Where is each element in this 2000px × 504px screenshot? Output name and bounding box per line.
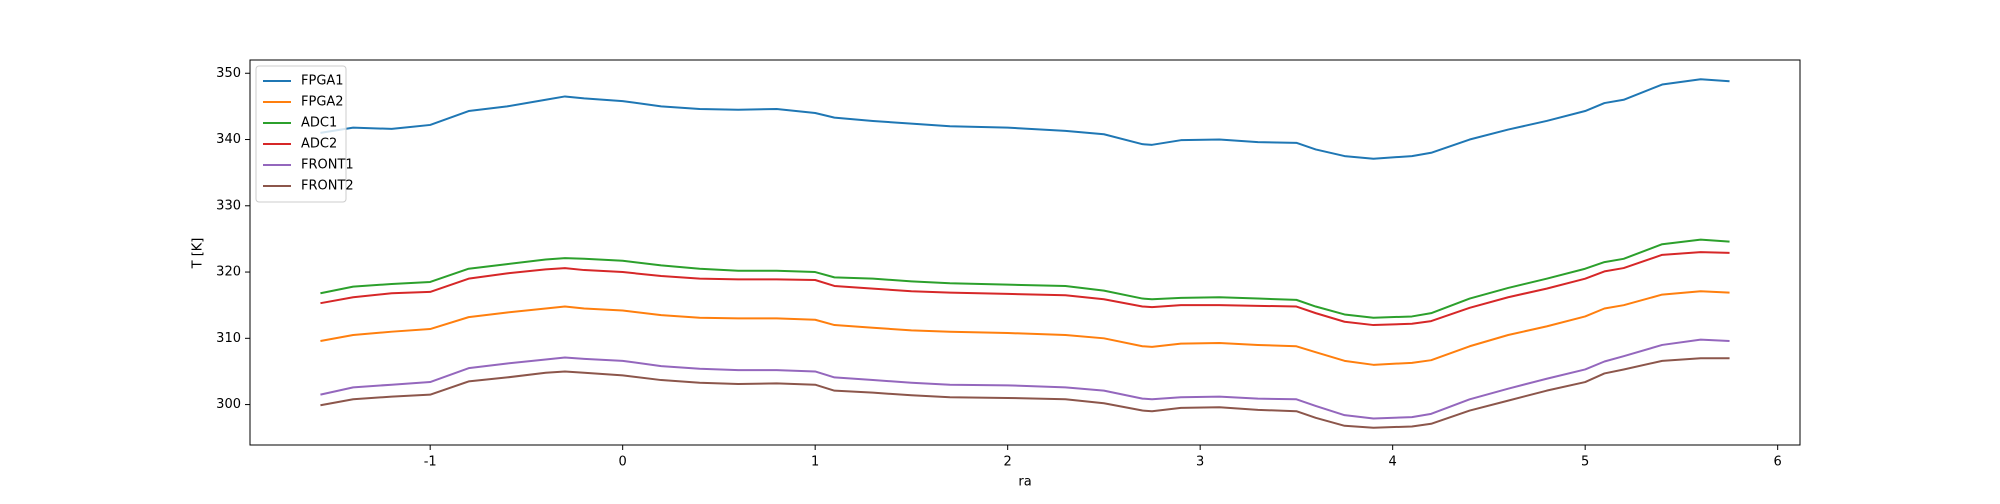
y-tick-label: 350	[216, 66, 241, 81]
x-tick-label: 3	[1196, 455, 1204, 470]
y-tick-label: 300	[216, 397, 241, 412]
y-axis-label: T [K]	[191, 238, 206, 270]
legend-label: FPGA2	[301, 95, 344, 110]
y-tick-label: 310	[216, 331, 241, 346]
x-tick-label: 0	[619, 455, 627, 470]
x-tick-label: 1	[811, 455, 819, 470]
legend-label: FRONT2	[301, 179, 354, 194]
y-tick-label: 320	[216, 265, 241, 280]
legend-label: ADC2	[301, 137, 337, 152]
data-line	[320, 238, 1730, 319]
legend-label: FPGA1	[301, 74, 344, 89]
y-tick-label: 340	[216, 132, 241, 147]
legend-box	[255, 65, 347, 203]
legend-label: FRONT1	[301, 158, 354, 173]
x-tick-label: 6	[1774, 455, 1782, 470]
data-line	[320, 78, 1730, 160]
data-line	[320, 251, 1730, 327]
x-tick-label: 2	[1004, 455, 1012, 470]
legend-label: ADC1	[301, 116, 337, 131]
data-line	[320, 290, 1730, 366]
data-line	[320, 338, 1730, 420]
x-axis-label: ra	[1018, 475, 1031, 490]
plot-frame	[249, 59, 1801, 446]
x-tick-label: -1	[424, 455, 437, 470]
x-tick-label: 5	[1581, 455, 1589, 470]
data-line	[320, 357, 1730, 429]
x-tick-label: 4	[1389, 455, 1397, 470]
y-tick-label: 330	[216, 198, 241, 213]
